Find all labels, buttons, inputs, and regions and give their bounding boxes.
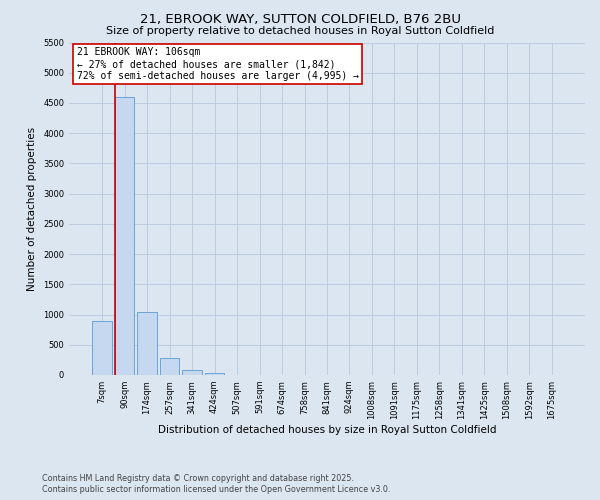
X-axis label: Distribution of detached houses by size in Royal Sutton Coldfield: Distribution of detached houses by size … [158,424,496,434]
Bar [137,312,157,375]
Text: Contains HM Land Registry data © Crown copyright and database right 2025.
Contai: Contains HM Land Registry data © Crown c… [42,474,391,494]
Bar [182,370,202,375]
Text: 21, EBROOK WAY, SUTTON COLDFIELD, B76 2BU: 21, EBROOK WAY, SUTTON COLDFIELD, B76 2B… [139,12,461,26]
Y-axis label: Number of detached properties: Number of detached properties [28,126,37,291]
Text: Size of property relative to detached houses in Royal Sutton Coldfield: Size of property relative to detached ho… [106,26,494,36]
Bar [160,358,179,375]
Bar [92,320,112,375]
Text: 21 EBROOK WAY: 106sqm
← 27% of detached houses are smaller (1,842)
72% of semi-d: 21 EBROOK WAY: 106sqm ← 27% of detached … [77,48,359,80]
Bar [205,373,224,375]
Bar [115,97,134,375]
